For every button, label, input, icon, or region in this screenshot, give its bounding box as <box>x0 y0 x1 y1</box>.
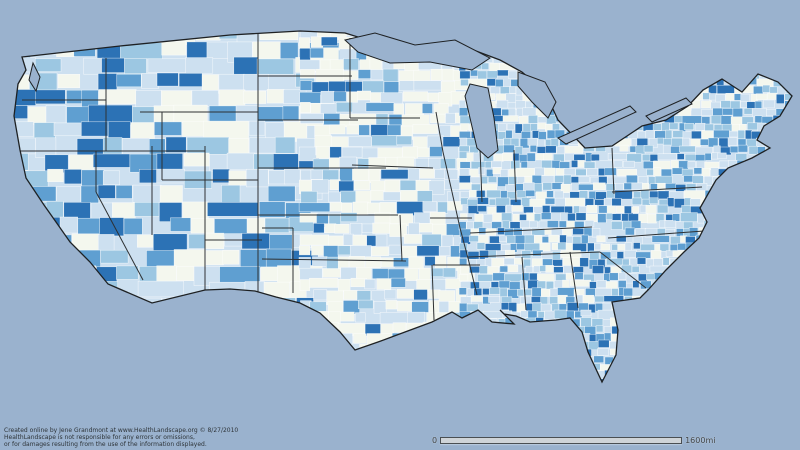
scale-bar-line <box>440 436 683 444</box>
attribution-line-1: Created online by Jene Grandmont at www.… <box>4 427 239 434</box>
great-lakes <box>28 32 693 159</box>
attribution-line-3: or for damages resulting from the use of… <box>4 441 207 448</box>
scale-zero-label: 0 <box>432 435 438 445</box>
attribution-text: Created online by Jene Grandmont at www.… <box>4 427 238 448</box>
us-outline <box>13 30 793 384</box>
scale-bar: 0 1600mi <box>432 433 715 447</box>
attribution-line-2: HealthLandscape is not responsible for a… <box>4 434 195 441</box>
scale-max-label: 1600mi <box>685 435 716 445</box>
state-borders <box>18 34 705 321</box>
